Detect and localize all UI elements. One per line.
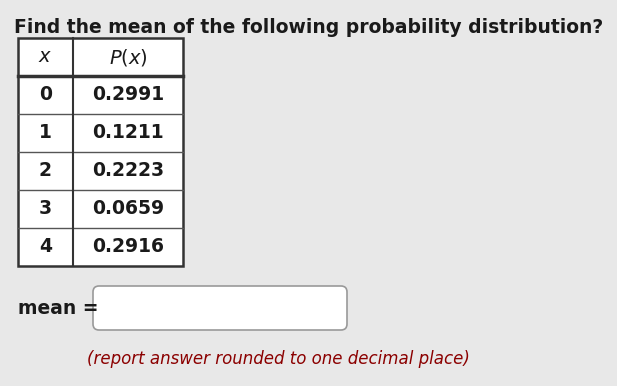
Text: $P(x)$: $P(x)$ — [109, 46, 147, 68]
Text: 0.2991: 0.2991 — [92, 86, 164, 105]
Text: $x$: $x$ — [38, 47, 52, 66]
Text: 4: 4 — [39, 237, 52, 257]
FancyBboxPatch shape — [93, 286, 347, 330]
Text: 0.0659: 0.0659 — [92, 200, 164, 218]
Text: 3: 3 — [39, 200, 52, 218]
Text: 0.1211: 0.1211 — [92, 124, 164, 142]
Text: 0.2223: 0.2223 — [92, 161, 164, 181]
Text: 2: 2 — [39, 161, 52, 181]
Text: 0.2916: 0.2916 — [92, 237, 164, 257]
Text: (report answer rounded to one decimal place): (report answer rounded to one decimal pl… — [87, 350, 470, 368]
Bar — [18, 38, 183, 266]
Text: 0: 0 — [39, 86, 52, 105]
Text: Find the mean of the following probability distribution?: Find the mean of the following probabili… — [14, 18, 603, 37]
Text: mean =: mean = — [18, 298, 99, 318]
Text: 1: 1 — [39, 124, 52, 142]
